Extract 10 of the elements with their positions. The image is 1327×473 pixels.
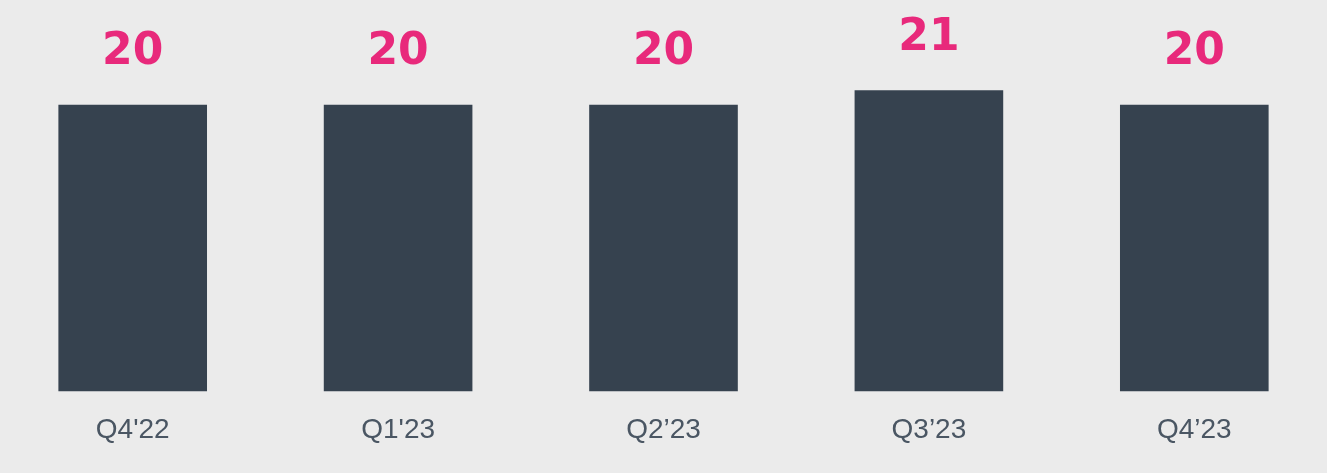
x-tick-label: Q3’23 [891, 412, 967, 444]
data-label: 20 [367, 23, 429, 75]
data-label: 20 [632, 23, 695, 75]
data-label: 20 [102, 23, 164, 75]
x-tick-label: Q4’23 [1156, 412, 1232, 444]
x-tick-label: Q2’23 [626, 412, 701, 444]
data-label: 21 [898, 8, 960, 60]
data-label: 20 [1163, 23, 1225, 75]
x-tick-label: Q4'22 [95, 412, 170, 444]
x-tick-label: Q1'23 [361, 412, 436, 444]
